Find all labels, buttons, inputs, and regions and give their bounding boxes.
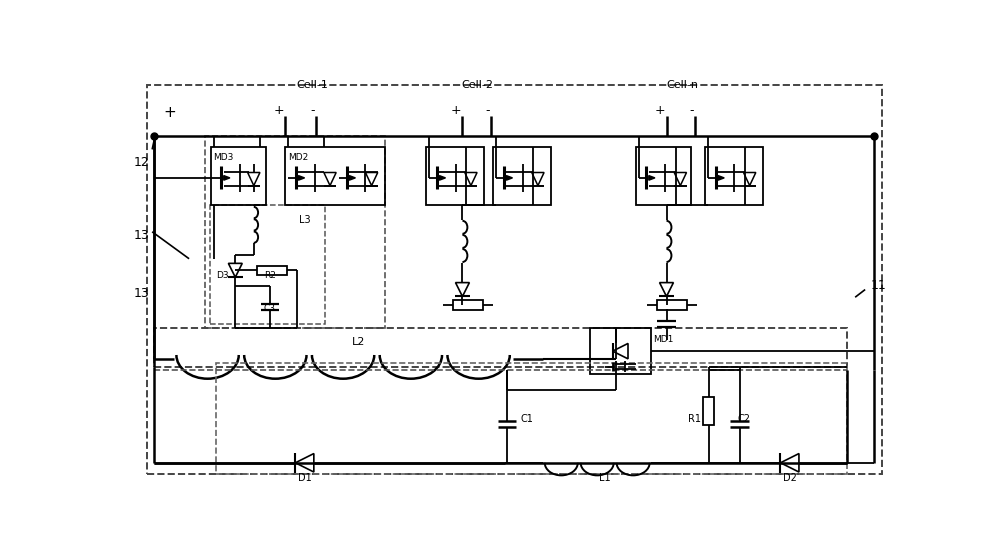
- Text: Cell-1: Cell-1: [296, 81, 328, 91]
- Text: 11: 11: [870, 279, 886, 292]
- Polygon shape: [718, 176, 724, 180]
- Text: 12: 12: [133, 156, 149, 169]
- Text: C1: C1: [520, 414, 533, 424]
- Text: L2: L2: [352, 337, 365, 347]
- Bar: [211, 147, 266, 205]
- Text: R1: R1: [688, 414, 701, 424]
- Text: L3: L3: [299, 215, 310, 225]
- Bar: [205, 136, 385, 328]
- Text: C3: C3: [264, 304, 276, 314]
- Bar: [154, 328, 847, 367]
- Bar: [216, 363, 847, 474]
- Text: +: +: [274, 104, 285, 118]
- Polygon shape: [349, 176, 355, 180]
- Text: Cell-n: Cell-n: [666, 81, 698, 91]
- Text: +: +: [163, 105, 176, 120]
- Bar: [493, 147, 551, 205]
- Text: -: -: [310, 104, 315, 118]
- Polygon shape: [298, 176, 305, 180]
- Text: -: -: [486, 104, 490, 118]
- Bar: [210, 205, 325, 324]
- Bar: [636, 147, 691, 205]
- Polygon shape: [439, 176, 446, 180]
- Polygon shape: [649, 176, 655, 180]
- Bar: [453, 300, 483, 310]
- Polygon shape: [506, 176, 512, 180]
- Text: MD2: MD2: [288, 153, 308, 162]
- Text: D1: D1: [298, 473, 311, 483]
- Text: C2: C2: [737, 414, 750, 424]
- Bar: [257, 266, 287, 275]
- Text: Cell-2: Cell-2: [462, 81, 494, 91]
- Text: -: -: [690, 104, 694, 118]
- Text: +: +: [655, 104, 666, 118]
- Text: MD3: MD3: [213, 153, 233, 162]
- Text: D3: D3: [216, 271, 229, 280]
- Bar: [705, 147, 763, 205]
- Text: R2: R2: [264, 271, 276, 280]
- Polygon shape: [224, 176, 230, 180]
- Bar: [590, 328, 651, 374]
- Text: L1: L1: [599, 473, 611, 483]
- Text: MD1: MD1: [653, 335, 674, 344]
- Text: 13: 13: [133, 229, 149, 242]
- Bar: [285, 147, 385, 205]
- Text: +: +: [451, 104, 462, 118]
- Bar: [703, 397, 714, 424]
- Text: D2: D2: [783, 473, 797, 483]
- Text: 13: 13: [133, 287, 149, 300]
- Bar: [657, 300, 687, 310]
- Bar: [426, 147, 484, 205]
